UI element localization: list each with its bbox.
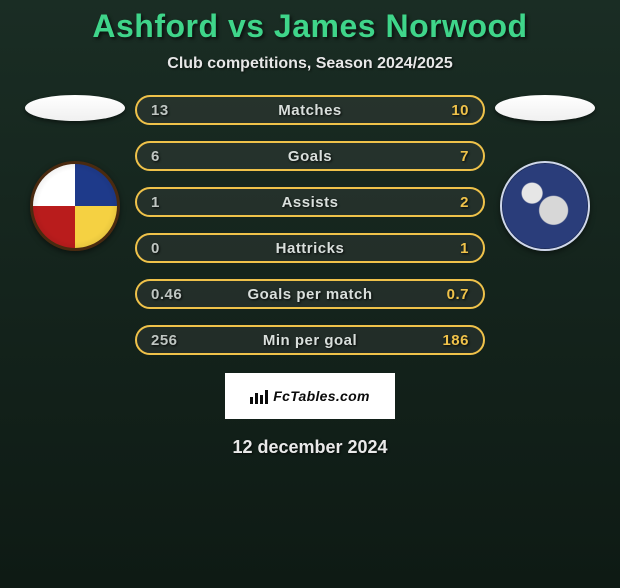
stat-row: 0Hattricks1 xyxy=(135,233,485,263)
stat-left-value: 1 xyxy=(151,194,211,211)
stat-label: Hattricks xyxy=(211,240,409,257)
stat-right-value: 7 xyxy=(409,148,469,165)
brand-badge: FcTables.com xyxy=(225,373,395,419)
stat-right-value: 1 xyxy=(409,240,469,257)
left-flag-icon xyxy=(25,95,125,121)
stat-label: Goals per match xyxy=(211,286,409,303)
stat-label: Matches xyxy=(211,102,409,119)
stat-left-value: 0 xyxy=(151,240,211,257)
page-title: Ashford vs James Norwood xyxy=(0,8,620,45)
stat-left-value: 6 xyxy=(151,148,211,165)
subtitle: Club competitions, Season 2024/2025 xyxy=(0,55,620,73)
stat-label: Goals xyxy=(211,148,409,165)
stat-row: 1Assists2 xyxy=(135,187,485,217)
stat-right-value: 2 xyxy=(409,194,469,211)
right-crest-icon xyxy=(500,161,590,251)
stat-right-value: 0.7 xyxy=(409,286,469,303)
stat-row: 6Goals7 xyxy=(135,141,485,171)
stat-right-value: 10 xyxy=(409,102,469,119)
stat-label: Assists xyxy=(211,194,409,211)
right-column xyxy=(485,95,605,251)
stat-left-value: 13 xyxy=(151,102,211,119)
stat-row: 0.46Goals per match0.7 xyxy=(135,279,485,309)
stat-right-value: 186 xyxy=(409,332,469,349)
right-flag-icon xyxy=(495,95,595,121)
stat-left-value: 0.46 xyxy=(151,286,211,303)
content: 13Matches106Goals71Assists20Hattricks10.… xyxy=(0,95,620,355)
stat-left-value: 256 xyxy=(151,332,211,349)
stats-table: 13Matches106Goals71Assists20Hattricks10.… xyxy=(135,95,485,355)
stat-row: 13Matches10 xyxy=(135,95,485,125)
date-text: 12 december 2024 xyxy=(0,437,620,458)
brand-text: FcTables.com xyxy=(273,388,369,404)
stat-row: 256Min per goal186 xyxy=(135,325,485,355)
left-column xyxy=(15,95,135,251)
stat-label: Min per goal xyxy=(211,332,409,349)
chart-icon xyxy=(250,388,268,404)
left-crest-icon xyxy=(30,161,120,251)
